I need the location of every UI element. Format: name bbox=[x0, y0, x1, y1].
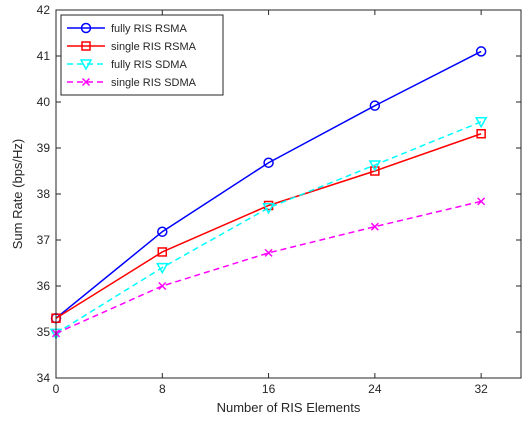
x-tick-label: 32 bbox=[474, 382, 488, 396]
legend-marker bbox=[80, 22, 92, 34]
data-point bbox=[262, 203, 275, 215]
legend: fully RIS RSMA single RIS RSMA fully RIS S… bbox=[60, 14, 224, 96]
legend-label: single RIS SDMA bbox=[111, 77, 197, 89]
legend-label: single RIS RSMA bbox=[111, 41, 197, 53]
series-line bbox=[55, 121, 482, 335]
series-line bbox=[55, 200, 482, 335]
series-line bbox=[55, 133, 482, 319]
x-axis-label: Number of RIS Elements bbox=[217, 400, 361, 415]
data-point bbox=[477, 197, 486, 206]
y-tick-label: 35 bbox=[37, 325, 51, 339]
y-tick-label: 34 bbox=[37, 371, 51, 385]
legend-marker bbox=[81, 77, 91, 87]
x-tick-label: 16 bbox=[262, 382, 276, 396]
data-point bbox=[156, 262, 169, 275]
data-point bbox=[475, 46, 487, 57]
data-point bbox=[368, 160, 382, 172]
series-2 bbox=[49, 117, 488, 340]
y-tick-label: 40 bbox=[37, 95, 51, 109]
data-point bbox=[476, 128, 486, 139]
y-tick-label: 39 bbox=[37, 141, 51, 155]
legend-item: single RIS SDMA bbox=[67, 77, 197, 89]
legend-item: single RIS RSMA bbox=[67, 41, 197, 53]
legend-marker bbox=[79, 59, 93, 71]
y-tick-label: 41 bbox=[37, 49, 51, 63]
legend-label: fully RIS RSMA bbox=[111, 23, 187, 35]
series-layer bbox=[49, 46, 488, 340]
data-point bbox=[264, 248, 273, 257]
data-point bbox=[157, 247, 168, 257]
data-point bbox=[474, 117, 488, 129]
x-tick-label: 8 bbox=[159, 382, 166, 396]
y-tick-label: 37 bbox=[37, 233, 51, 247]
data-point bbox=[370, 166, 380, 176]
x-tick-label: 24 bbox=[368, 382, 382, 396]
y-tick-label: 36 bbox=[37, 279, 51, 293]
data-point bbox=[157, 226, 168, 237]
legend-label: fully RIS SDMA bbox=[111, 59, 187, 71]
legend-item: fully RIS SDMA bbox=[67, 59, 187, 71]
y-axis-label: Sum Rate (bps/Hz) bbox=[10, 139, 25, 250]
data-point bbox=[369, 100, 381, 111]
data-point bbox=[370, 222, 379, 231]
data-point bbox=[263, 157, 274, 168]
x-tick-label: 0 bbox=[53, 382, 60, 396]
series-line bbox=[55, 50, 482, 319]
legend-item: fully RIS RSMA bbox=[67, 22, 187, 35]
data-point bbox=[158, 281, 167, 291]
legend-marker bbox=[81, 41, 91, 51]
y-tick-label: 42 bbox=[37, 3, 51, 17]
y-tick-label: 38 bbox=[37, 187, 51, 201]
plot-frame bbox=[55, 9, 522, 379]
